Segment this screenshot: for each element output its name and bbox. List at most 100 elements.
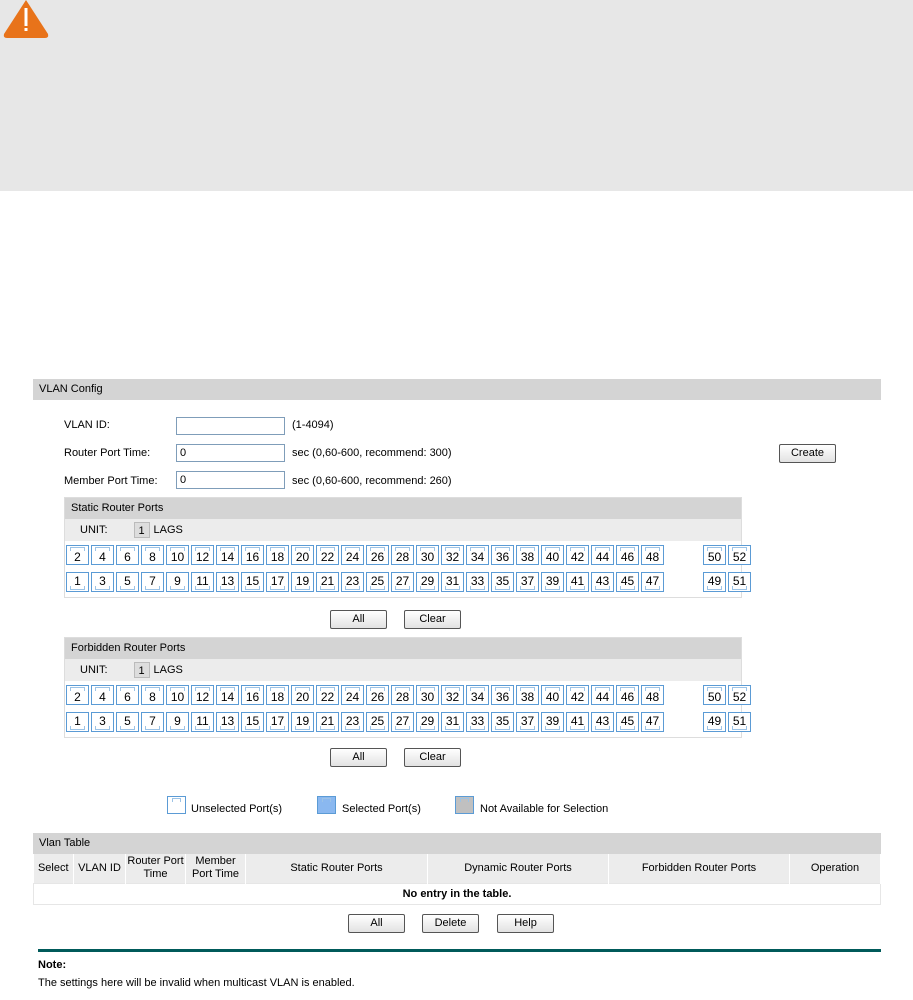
static-port-39[interactable]: 39 [541,572,564,592]
static-port-30[interactable]: 30 [416,545,439,565]
unit-1-button[interactable]: 1 [133,662,150,679]
forbidden-port-27[interactable]: 27 [391,712,414,732]
static-port-40[interactable]: 40 [541,545,564,565]
forbidden-port-44[interactable]: 44 [591,685,614,705]
router-port-time-input[interactable] [176,444,285,462]
static-port-20[interactable]: 20 [291,545,314,565]
static-port-41[interactable]: 41 [566,572,589,592]
static-port-24[interactable]: 24 [341,545,364,565]
forbidden-clear-button[interactable]: Clear [404,748,461,767]
forbidden-port-28[interactable]: 28 [391,685,414,705]
static-port-6[interactable]: 6 [116,545,139,565]
static-port-13[interactable]: 13 [216,572,239,592]
static-port-19[interactable]: 19 [291,572,314,592]
forbidden-port-36[interactable]: 36 [491,685,514,705]
static-port-28[interactable]: 28 [391,545,414,565]
forbidden-port-42[interactable]: 42 [566,685,589,705]
forbidden-port-40[interactable]: 40 [541,685,564,705]
static-port-51[interactable]: 51 [728,572,751,592]
forbidden-port-41[interactable]: 41 [566,712,589,732]
static-port-16[interactable]: 16 [241,545,264,565]
static-port-50[interactable]: 50 [703,545,726,565]
forbidden-port-15[interactable]: 15 [241,712,264,732]
forbidden-port-37[interactable]: 37 [516,712,539,732]
forbidden-port-39[interactable]: 39 [541,712,564,732]
forbidden-port-43[interactable]: 43 [591,712,614,732]
static-port-33[interactable]: 33 [466,572,489,592]
forbidden-port-12[interactable]: 12 [191,685,214,705]
forbidden-port-47[interactable]: 47 [641,712,664,732]
forbidden-port-11[interactable]: 11 [191,712,214,732]
forbidden-port-14[interactable]: 14 [216,685,239,705]
static-port-36[interactable]: 36 [491,545,514,565]
forbidden-port-19[interactable]: 19 [291,712,314,732]
static-port-44[interactable]: 44 [591,545,614,565]
static-port-1[interactable]: 1 [66,572,89,592]
static-port-23[interactable]: 23 [341,572,364,592]
forbidden-port-13[interactable]: 13 [216,712,239,732]
forbidden-port-25[interactable]: 25 [366,712,389,732]
static-port-35[interactable]: 35 [491,572,514,592]
forbidden-port-50[interactable]: 50 [703,685,726,705]
static-port-3[interactable]: 3 [91,572,114,592]
table-all-button[interactable]: All [348,914,405,933]
static-port-45[interactable]: 45 [616,572,639,592]
forbidden-port-3[interactable]: 3 [91,712,114,732]
static-port-34[interactable]: 34 [466,545,489,565]
forbidden-port-22[interactable]: 22 [316,685,339,705]
static-port-10[interactable]: 10 [166,545,189,565]
forbidden-port-23[interactable]: 23 [341,712,364,732]
forbidden-port-30[interactable]: 30 [416,685,439,705]
static-port-47[interactable]: 47 [641,572,664,592]
forbidden-port-51[interactable]: 51 [728,712,751,732]
static-port-7[interactable]: 7 [141,572,164,592]
forbidden-port-32[interactable]: 32 [441,685,464,705]
forbidden-port-17[interactable]: 17 [266,712,289,732]
static-port-17[interactable]: 17 [266,572,289,592]
forbidden-port-45[interactable]: 45 [616,712,639,732]
forbidden-port-10[interactable]: 10 [166,685,189,705]
delete-button[interactable]: Delete [422,914,479,933]
forbidden-port-1[interactable]: 1 [66,712,89,732]
forbidden-port-18[interactable]: 18 [266,685,289,705]
static-port-31[interactable]: 31 [441,572,464,592]
static-port-5[interactable]: 5 [116,572,139,592]
member-port-time-input[interactable] [176,471,285,489]
forbidden-port-21[interactable]: 21 [316,712,339,732]
static-port-8[interactable]: 8 [141,545,164,565]
forbidden-port-34[interactable]: 34 [466,685,489,705]
static-port-27[interactable]: 27 [391,572,414,592]
static-port-49[interactable]: 49 [703,572,726,592]
forbidden-port-29[interactable]: 29 [416,712,439,732]
static-port-11[interactable]: 11 [191,572,214,592]
static-clear-button[interactable]: Clear [404,610,461,629]
static-all-button[interactable]: All [330,610,387,629]
lags-link[interactable]: LAGS [153,664,183,676]
static-port-29[interactable]: 29 [416,572,439,592]
forbidden-port-31[interactable]: 31 [441,712,464,732]
forbidden-port-24[interactable]: 24 [341,685,364,705]
static-port-22[interactable]: 22 [316,545,339,565]
forbidden-port-4[interactable]: 4 [91,685,114,705]
forbidden-port-52[interactable]: 52 [728,685,751,705]
static-port-25[interactable]: 25 [366,572,389,592]
static-port-43[interactable]: 43 [591,572,614,592]
forbidden-port-6[interactable]: 6 [116,685,139,705]
unit-1-button[interactable]: 1 [133,522,150,539]
static-port-21[interactable]: 21 [316,572,339,592]
help-button[interactable]: Help [497,914,554,933]
forbidden-port-26[interactable]: 26 [366,685,389,705]
static-port-38[interactable]: 38 [516,545,539,565]
forbidden-port-48[interactable]: 48 [641,685,664,705]
static-port-4[interactable]: 4 [91,545,114,565]
forbidden-port-20[interactable]: 20 [291,685,314,705]
static-port-26[interactable]: 26 [366,545,389,565]
forbidden-port-35[interactable]: 35 [491,712,514,732]
static-port-18[interactable]: 18 [266,545,289,565]
forbidden-port-5[interactable]: 5 [116,712,139,732]
vlan-id-input[interactable] [176,417,285,435]
forbidden-port-2[interactable]: 2 [66,685,89,705]
forbidden-port-8[interactable]: 8 [141,685,164,705]
static-port-2[interactable]: 2 [66,545,89,565]
static-port-37[interactable]: 37 [516,572,539,592]
